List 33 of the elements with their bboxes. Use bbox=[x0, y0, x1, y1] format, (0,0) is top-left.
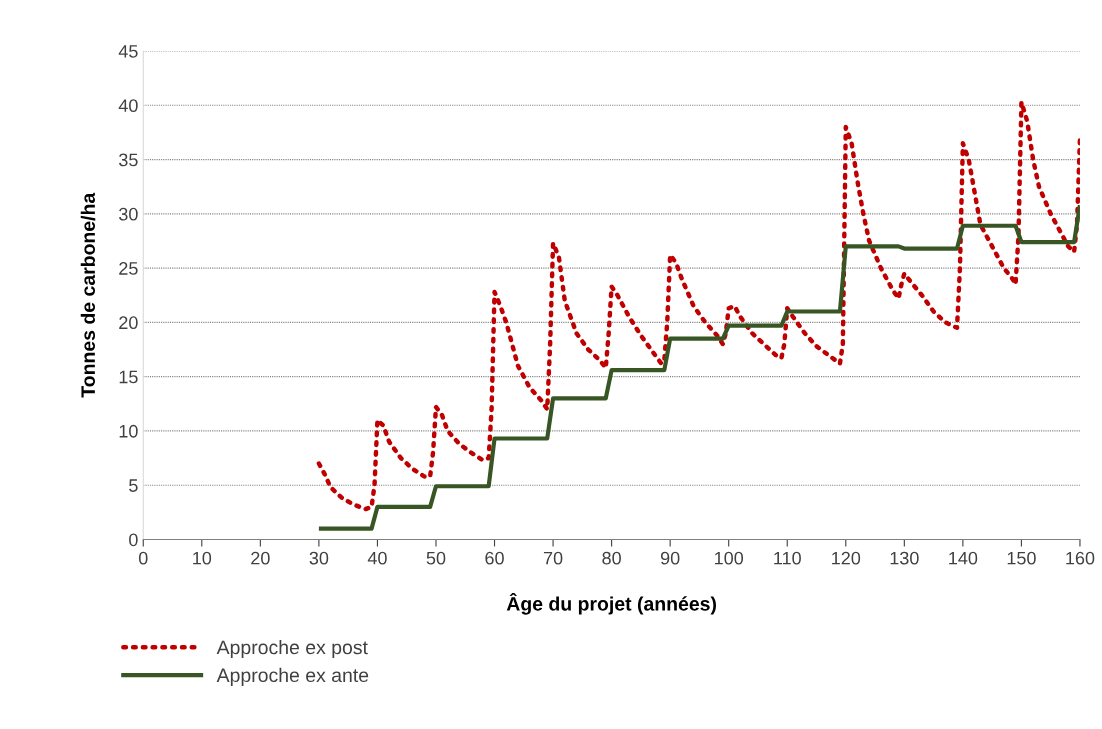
x-tick-label: 90 bbox=[660, 551, 680, 565]
x-tick-label: 130 bbox=[890, 551, 919, 565]
y-tick-label: 0 bbox=[129, 533, 138, 547]
y-tick-label: 10 bbox=[119, 424, 138, 438]
legend-label: Approche ex post bbox=[216, 639, 368, 659]
x-tick-label: 70 bbox=[543, 551, 563, 565]
y-tick-label: 15 bbox=[119, 370, 138, 384]
x-axis-title: Âge du projet (années) bbox=[506, 593, 716, 615]
y-tick-label: 40 bbox=[118, 99, 138, 113]
y-tick-label: 45 bbox=[118, 45, 138, 58]
x-tick-label: 100 bbox=[715, 551, 744, 565]
x-tick-label: 40 bbox=[367, 551, 387, 565]
y-tick-label: 25 bbox=[119, 262, 138, 275]
x-tick-label: 0 bbox=[138, 551, 148, 565]
x-tick-label: 60 bbox=[485, 551, 504, 565]
y-tick-label: 35 bbox=[119, 153, 138, 167]
y-tick-label: 20 bbox=[119, 316, 138, 330]
x-tick-label: 30 bbox=[309, 551, 329, 565]
y-tick-label: 5 bbox=[129, 479, 138, 492]
x-tick-label: 120 bbox=[832, 551, 861, 565]
y-axis-title: Tonnes de carbone/ha bbox=[80, 192, 96, 398]
x-tick-label: 50 bbox=[426, 551, 446, 565]
x-tick-label: 160 bbox=[1066, 551, 1095, 565]
x-tick-label: 140 bbox=[949, 551, 978, 565]
legend-label: Approche ex ante bbox=[216, 667, 369, 686]
x-tick-label: 10 bbox=[193, 551, 212, 565]
x-tick-label: 150 bbox=[1007, 551, 1036, 565]
y-tick-label: 30 bbox=[119, 207, 138, 221]
line-series bbox=[316, 203, 1080, 531]
x-tick-label: 20 bbox=[251, 551, 270, 565]
x-tick-label: 80 bbox=[602, 551, 621, 565]
x-tick-label: 110 bbox=[774, 551, 801, 565]
line-series bbox=[316, 99, 1080, 512]
